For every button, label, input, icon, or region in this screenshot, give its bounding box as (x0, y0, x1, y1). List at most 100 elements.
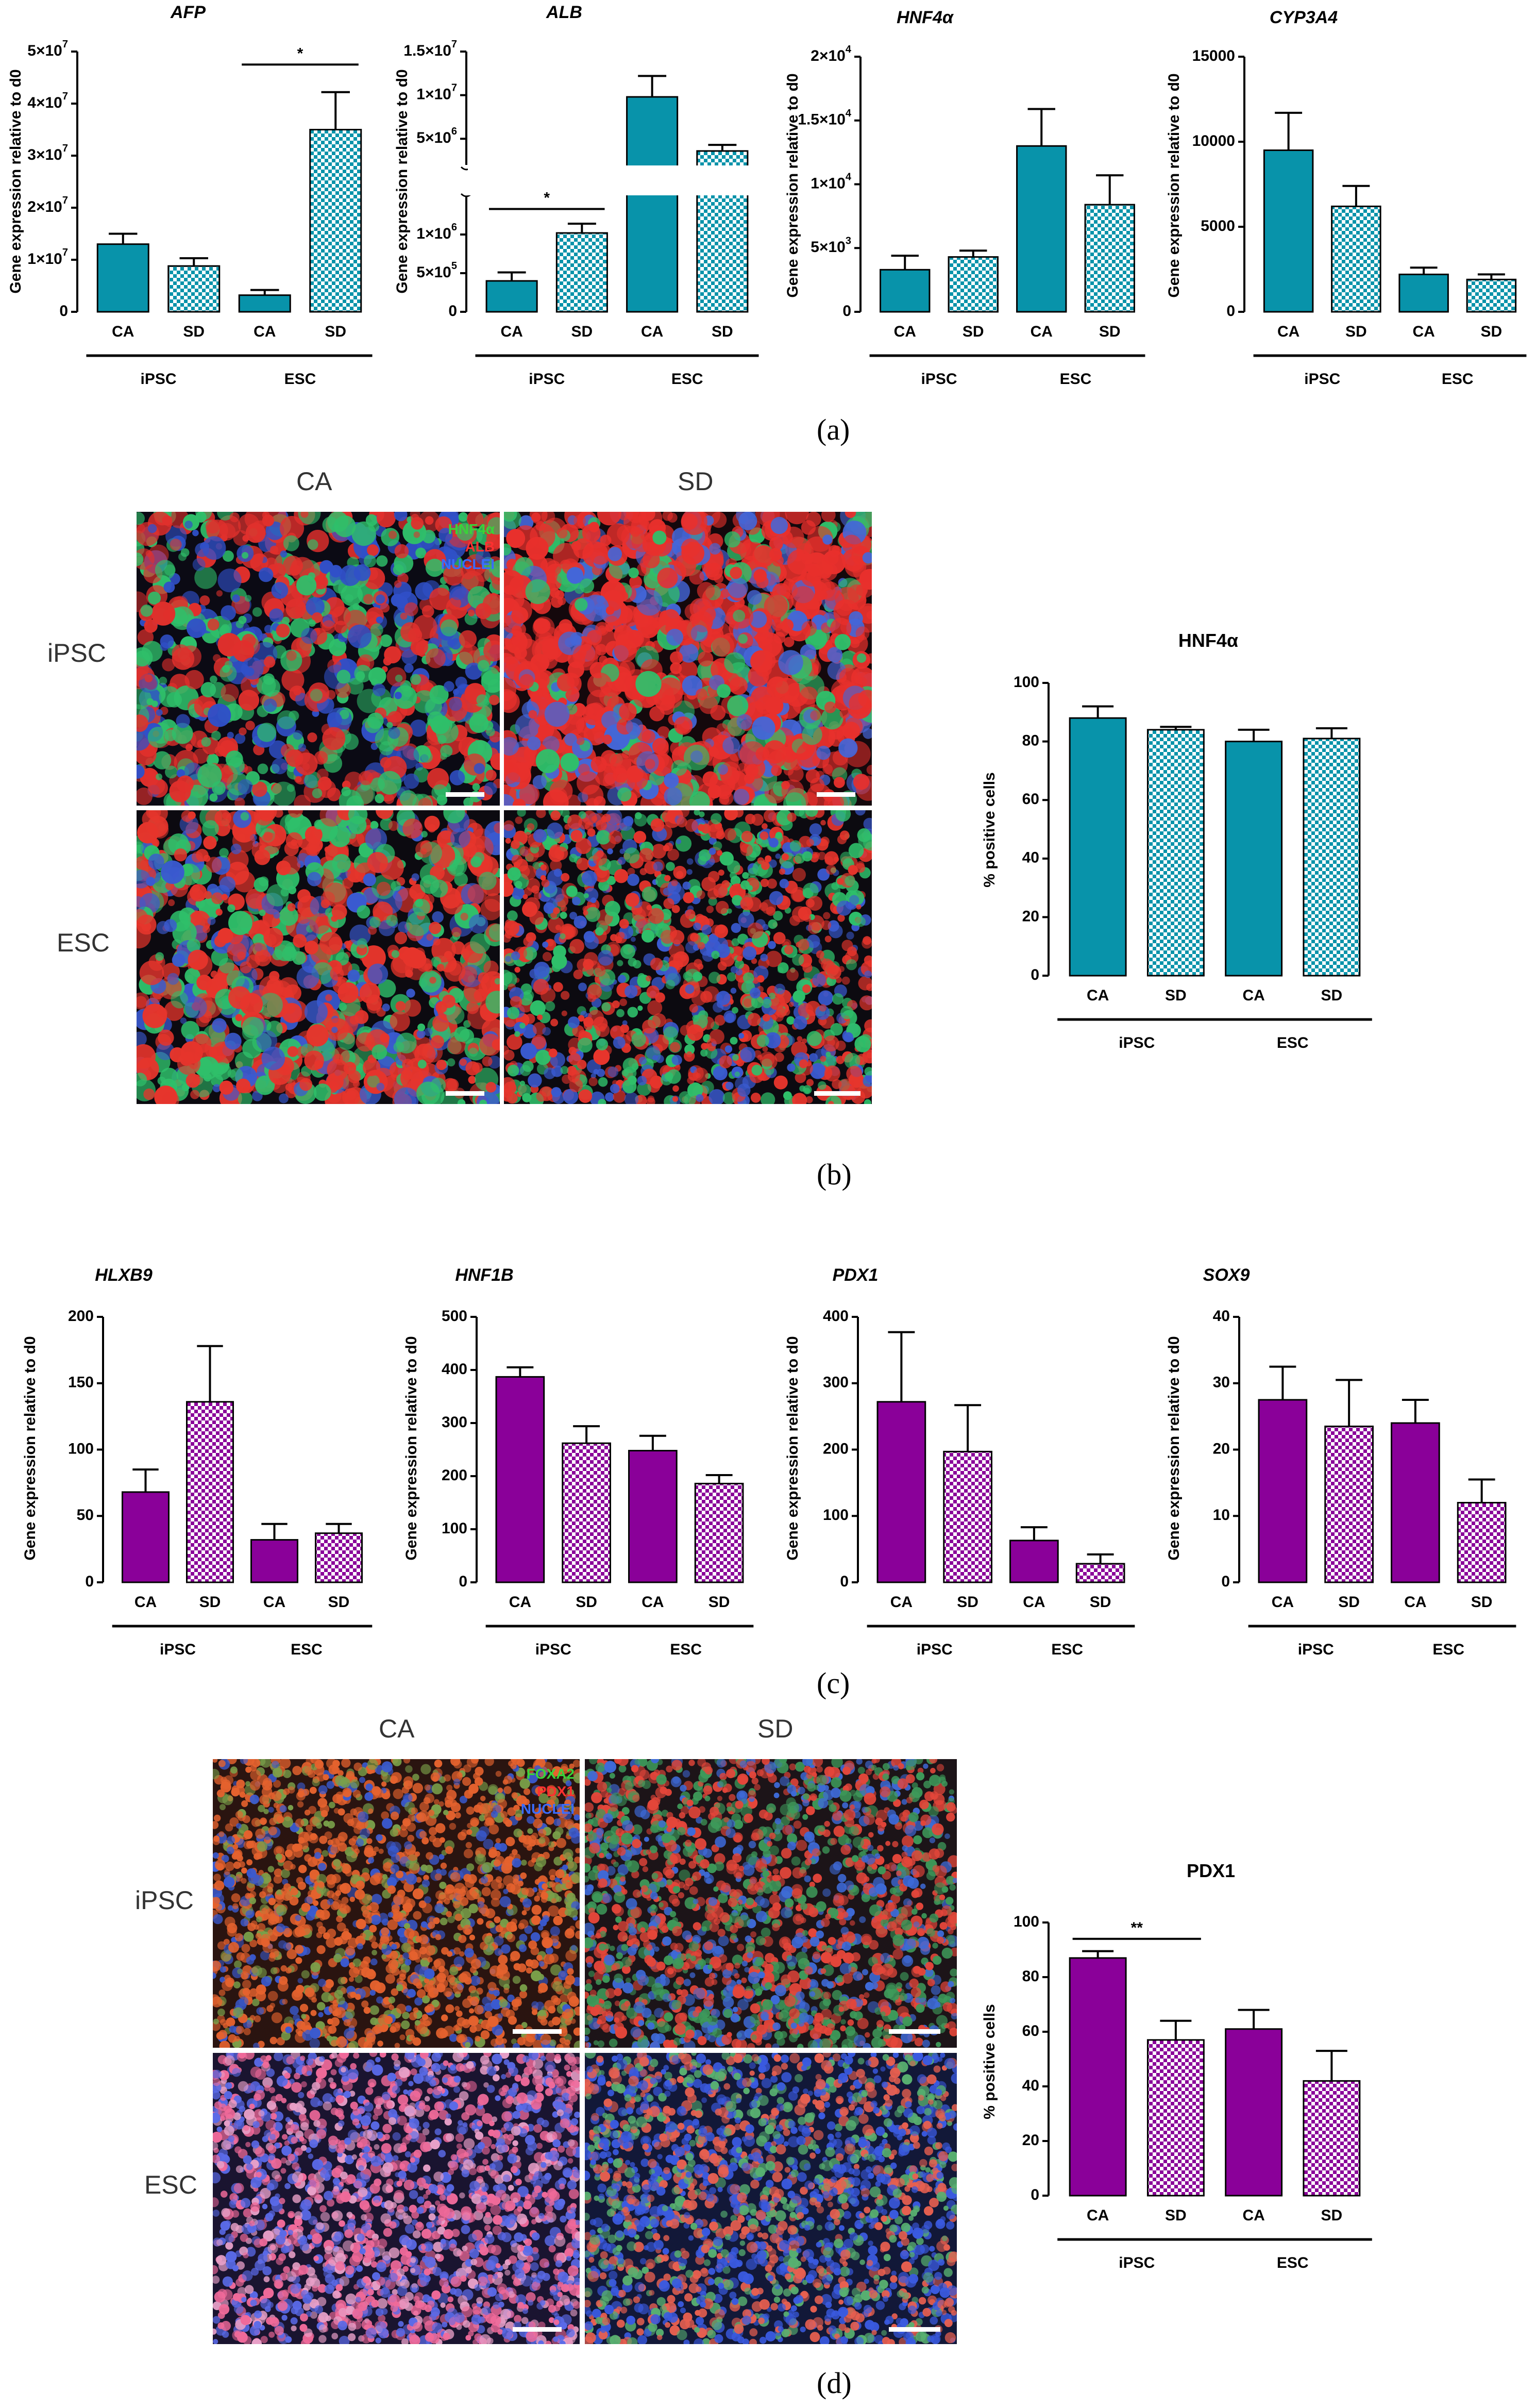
bar (96, 243, 149, 313)
x-tick-label: SD (1165, 987, 1187, 1004)
y-tick-label: 60 (1022, 2022, 1039, 2039)
y-tick-label: 15000 (1192, 47, 1235, 64)
micrograph-b-esc-sd (504, 810, 872, 1104)
x-tick-label: SD (1481, 323, 1503, 340)
micrograph-d-esc-ca (213, 2053, 580, 2344)
micrograph-b-ipsc-sd (504, 512, 872, 806)
micrograph-d-ipsc-sd (585, 1759, 957, 2048)
group-label: ESC (1277, 2254, 1309, 2271)
group-label: iPSC (1119, 1034, 1155, 1051)
legend-b-hnf4a: HNF4α (448, 521, 495, 537)
group-label: ESC (284, 371, 316, 388)
y-axis-label: Gene expression relative to d0 (403, 1336, 420, 1560)
col-label-d-ca: CA (379, 1714, 415, 1743)
chart-title: HNF4α (1178, 630, 1238, 651)
bar (485, 280, 538, 313)
x-tick-label: SD (712, 323, 733, 340)
legend-b-nuclei: NUCLEI (441, 556, 495, 572)
group-label: ESC (671, 371, 703, 388)
axis-break-gap (468, 165, 759, 195)
x-tick-label: SD (1321, 2207, 1343, 2224)
y-tick-label: 20 (1213, 1440, 1230, 1457)
y-tick-label: 20 (1022, 2132, 1039, 2149)
row-label-ipsc: iPSC (47, 639, 106, 667)
col-label-ca: CA (296, 467, 332, 496)
panel-label-c: (c) (817, 1666, 850, 1700)
x-tick-label: SD (1321, 987, 1343, 1004)
group-label: iPSC (921, 371, 957, 388)
y-tick-label: 200 (823, 1440, 849, 1457)
pdx1-chart: PDX1 Gene expression relative to d0 0 100 20… (784, 1265, 1135, 1658)
micrograph-b-esc-ca (137, 810, 500, 1104)
x-tick-label: SD (1090, 1594, 1111, 1611)
micrograph-d-esc-sd (585, 2053, 957, 2344)
bar (626, 96, 679, 313)
x-tick-label: SD (708, 1594, 730, 1611)
scale-bar-d-2 (889, 2029, 940, 2034)
group-label: iPSC (1119, 2254, 1155, 2271)
scale-bar-d-1 (513, 2029, 562, 2034)
bar (1258, 1399, 1308, 1583)
significance-label: * (544, 190, 550, 207)
y-tick-label: 100 (823, 1507, 849, 1524)
row-label-d-ipsc: iPSC (135, 1886, 194, 1915)
bar (1303, 2080, 1361, 2197)
y-tick-label: 0 (1031, 966, 1039, 983)
y-tick-label: 0 (842, 303, 851, 320)
bar (1457, 1502, 1507, 1583)
y-tick-label: 200 (68, 1308, 94, 1325)
x-tick-label: SD (328, 1594, 350, 1611)
y-tick-label: 100 (1014, 674, 1039, 691)
panel-label-a: (a) (817, 413, 850, 446)
x-tick-label: SD (963, 323, 984, 340)
x-tick-label: CA (500, 323, 522, 340)
legend-b-alb: ALB (465, 539, 495, 555)
y-tick-label: 400 (442, 1361, 467, 1378)
legend-d-pdx1: PDX1 (536, 1783, 575, 1799)
y-axis-label: Gene expression relative to d0 (784, 1336, 801, 1560)
x-tick-label: CA (1087, 987, 1109, 1004)
chart-title: HNF1B (455, 1265, 513, 1285)
y-tick-label: 0 (59, 303, 68, 320)
y-tick-label: 1×104 (811, 172, 852, 192)
legend-b: HNF4α ALB NUCLEI (412, 521, 495, 573)
chart-title: HNF4α (897, 8, 954, 27)
significance-label: ** (1131, 1919, 1143, 1936)
bar (122, 1491, 170, 1583)
col-label-sd: SD (678, 467, 714, 496)
y-tick-label: 2×107 (27, 195, 68, 215)
group-label: iPSC (917, 1641, 953, 1658)
y-tick-label: 0 (1226, 303, 1235, 320)
y-tick-label: 150 (68, 1374, 94, 1391)
y-tick-label: 0 (1031, 2186, 1039, 2203)
x-tick-label: SD (1345, 323, 1367, 340)
x-tick-label: CA (134, 1594, 157, 1611)
y-tick-label: 80 (1022, 732, 1039, 749)
y-tick-label: 10 (1213, 1507, 1230, 1524)
y-tick-label: 40 (1022, 849, 1039, 866)
bar (1016, 145, 1067, 313)
y-tick-label: 100 (68, 1440, 94, 1457)
bar (1146, 729, 1205, 977)
bar (1146, 2039, 1205, 2197)
bar (1069, 1957, 1127, 2197)
pdx1-positive-cells-chart: PDX1 % positive cells 0 20 40 60 80 100 CA SD CA SD… (981, 1860, 1372, 2271)
bar (943, 1450, 992, 1583)
sox9-chart: SOX9 Gene expression relative to d0 0 10 20 3… (1166, 1265, 1516, 1658)
y-axis-label: Gene expression relative to d0 (7, 69, 24, 293)
x-tick-label: SD (183, 323, 205, 340)
x-tick-label: SD (1099, 323, 1121, 340)
bar (1398, 273, 1449, 313)
x-tick-label: CA (1031, 323, 1053, 340)
y-tick-label: 100 (442, 1520, 467, 1537)
bar (876, 1401, 926, 1583)
bar (1069, 717, 1127, 977)
group-label: iPSC (1304, 371, 1340, 388)
group-label: iPSC (140, 371, 176, 388)
chart-title: PDX1 (1187, 1860, 1235, 1881)
y-tick-label: 400 (823, 1308, 849, 1325)
bar (1391, 1422, 1440, 1583)
panel-label-d: (d) (817, 2366, 852, 2400)
cyp3a4-chart: CYP3A4 Gene expression relative to d0 0 500… (1166, 8, 1527, 388)
x-tick-label: SD (1471, 1594, 1493, 1611)
